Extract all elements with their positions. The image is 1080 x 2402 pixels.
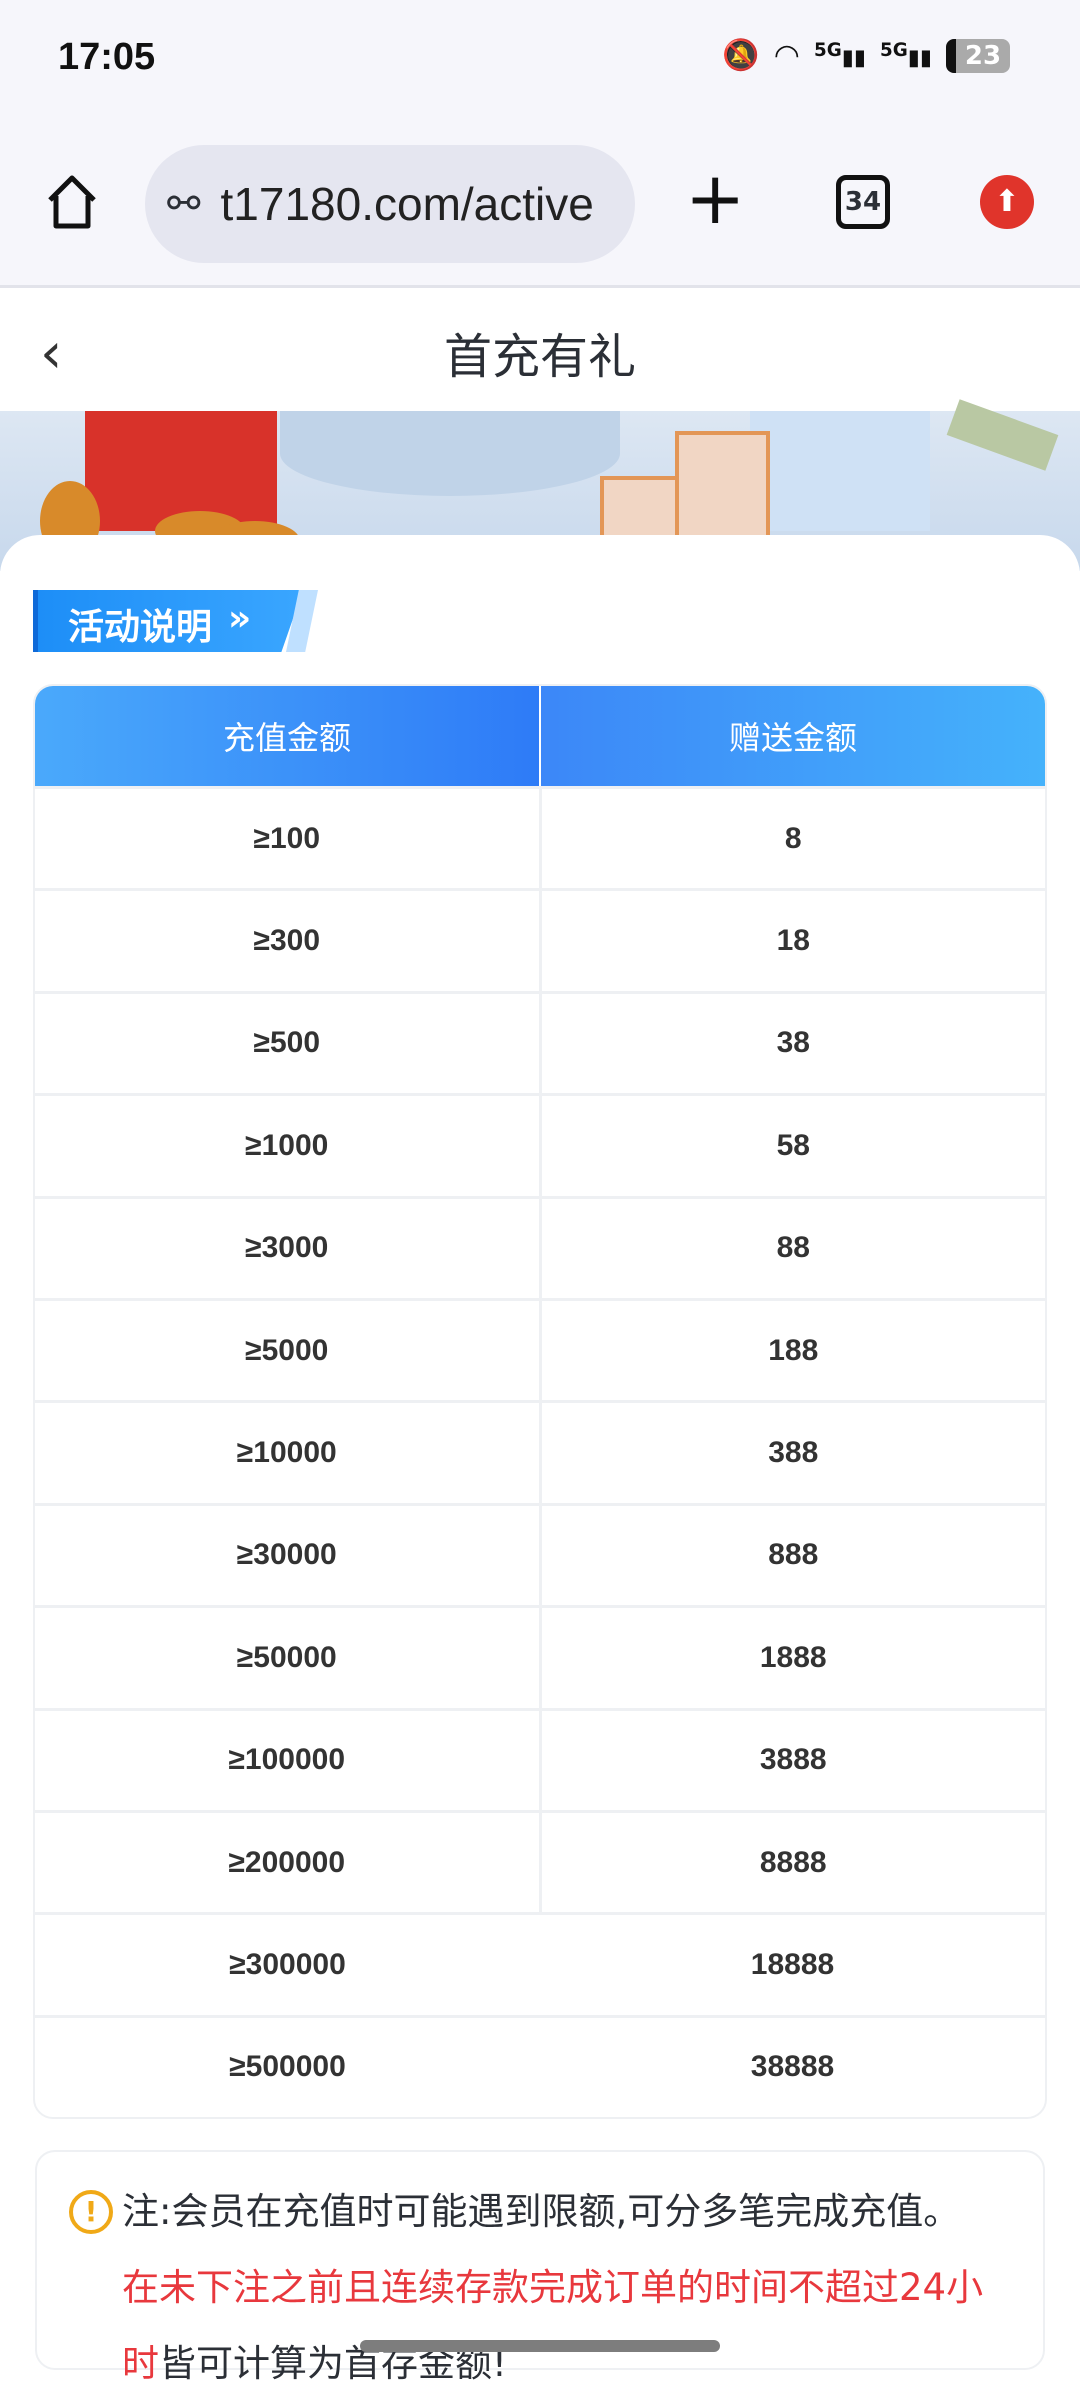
bonus-cell: 58	[776, 1128, 810, 1162]
column-header: 充值金额	[35, 686, 541, 786]
bonus-cell: 8	[784, 821, 802, 855]
section-tag-label: 活动说明	[68, 607, 213, 648]
site-settings-icon[interactable]: ⚯	[167, 181, 201, 227]
home-icon[interactable]	[42, 172, 102, 232]
address-bar[interactable]: ⚯ t17180.com/active	[145, 145, 635, 263]
column-header: 赠送金额	[728, 719, 857, 757]
bonus-cell: 888	[768, 1538, 819, 1572]
table-row: ≥3000 88	[35, 1195, 1045, 1298]
deposit-cell: ≥5000	[35, 1300, 542, 1401]
new-tab-icon[interactable]: +	[685, 156, 746, 240]
banner-red-box	[85, 411, 277, 531]
deposit-cell: ≥100	[35, 789, 542, 889]
bonus-cell: 38888	[750, 2050, 835, 2084]
deposit-cell: ≥1000	[35, 1096, 542, 1196]
bonus-cell: 8888	[759, 1845, 827, 1879]
bonus-cell: 3888	[759, 1743, 827, 1777]
deposit-cell: ≥30000	[35, 1505, 542, 1606]
gesture-bar[interactable]	[360, 2340, 720, 2352]
status-icons: 🔕 ◠ 5G▮▮ 5G▮▮ 23	[722, 38, 1010, 73]
bell-muted-icon: 🔕	[722, 38, 760, 73]
note-highlight: 在未下注之前且连续存款完成订单的时间不超过24小时	[122, 2266, 984, 2385]
note-box: ! 注:会员在充值时可能遇到限额,可分多笔完成充值。 在未下注之前且连续存款完成…	[35, 2150, 1045, 2385]
wifi-icon: ◠	[773, 38, 800, 73]
table-header: 充值金额 赠送金额	[35, 686, 1045, 786]
bonus-table: 充值金额 赠送金额 ≥100 8 ≥300 18 ≥500 38 ≥1000 58 ≥3000 8…	[33, 684, 1047, 2120]
bonus-cell: 38	[776, 1026, 810, 1060]
bonus-cell: 88	[776, 1231, 810, 1265]
warning-icon: !	[69, 2190, 113, 2234]
table-row: ≥200000 8888	[35, 1809, 1045, 1913]
bonus-cell: 18	[776, 924, 810, 958]
page-header: ‹ 首充有礼	[0, 291, 1080, 411]
bonus-cell: 188	[768, 1333, 819, 1367]
table-row: ≥300 18	[35, 888, 1045, 991]
deposit-cell: ≥500000	[229, 2050, 346, 2084]
note-text: 注:会员在充值时可能遇到限额,可分多笔完成充值。	[122, 2190, 961, 2233]
clock: 17:05	[58, 36, 156, 78]
table-row: ≥1000 58	[35, 1093, 1045, 1196]
banner-stairs	[750, 411, 930, 531]
url-text: t17180.com/active	[220, 178, 594, 230]
bonus-cell: 388	[768, 1436, 819, 1470]
back-button[interactable]: ‹	[40, 321, 63, 386]
banner-podium	[280, 411, 620, 496]
signal-icon: 5G▮▮	[879, 40, 932, 71]
deposit-cell: ≥3000	[35, 1198, 542, 1298]
bonus-cell: 18888	[750, 1947, 835, 1981]
bonus-cell: 1888	[759, 1640, 827, 1674]
browser-toolbar: ⚯ t17180.com/active + 34 ⬆	[0, 120, 1080, 288]
table-row: ≥10000 388	[35, 1400, 1045, 1503]
deposit-cell: ≥300000	[229, 1947, 346, 1981]
page-title: 首充有礼	[443, 329, 636, 385]
battery-icon: 23	[946, 38, 1010, 73]
table-row: ≥300000 18888	[35, 1912, 1045, 2014]
table-row: ≥50000 1888	[35, 1605, 1045, 1708]
deposit-cell: ≥50000	[35, 1608, 542, 1708]
section-tag: 活动说明 »	[33, 590, 303, 652]
deposit-cell: ≥200000	[35, 1812, 542, 1913]
table-row: ≥500000 38888	[35, 2014, 1045, 2117]
double-chevron-icon: »	[228, 598, 252, 639]
deposit-cell: ≥500	[35, 993, 542, 1094]
table-row: ≥500 38	[35, 990, 1045, 1094]
status-bar: 17:05 🔕 ◠ 5G▮▮ 5G▮▮ 23	[0, 0, 1080, 120]
table-row: ≥100000 3888	[35, 1707, 1045, 1810]
deposit-cell: ≥100000	[35, 1710, 542, 1810]
signal-icon: 5G▮▮	[813, 40, 866, 71]
table-row: ≥100 8	[35, 786, 1045, 889]
table-row: ≥5000 188	[35, 1297, 1045, 1401]
update-icon[interactable]: ⬆	[980, 175, 1034, 229]
tab-switcher-button[interactable]: 34	[836, 175, 890, 229]
deposit-cell: ≥10000	[35, 1403, 542, 1503]
deposit-cell: ≥300	[35, 891, 542, 991]
table-row: ≥30000 888	[35, 1502, 1045, 1606]
